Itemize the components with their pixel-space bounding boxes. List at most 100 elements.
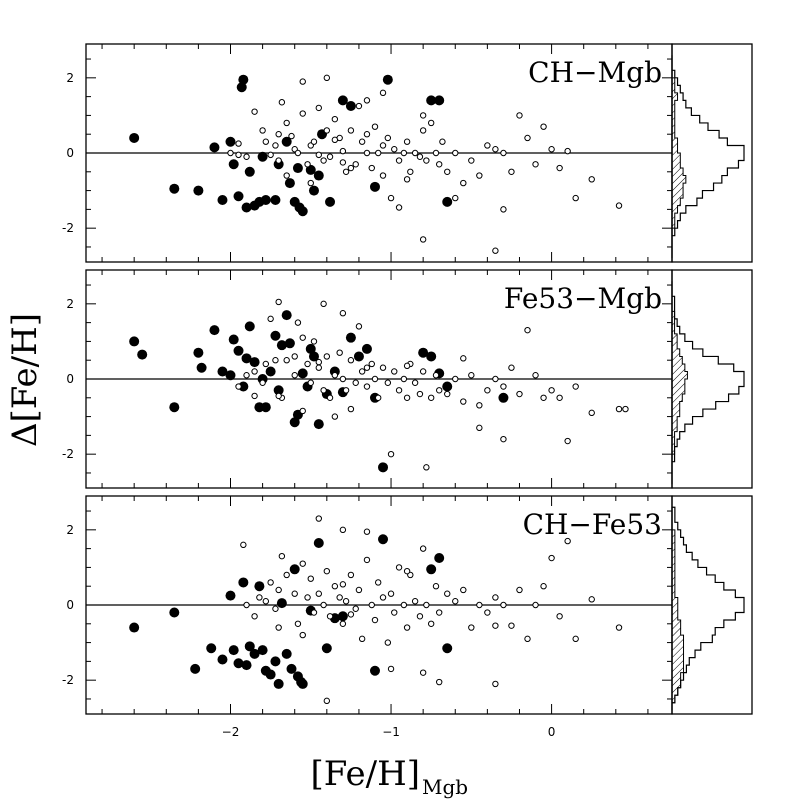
point-open xyxy=(476,601,483,609)
y-axis-label: Δ[Fe/H] xyxy=(5,313,45,447)
point-filled xyxy=(238,577,249,588)
point-filled xyxy=(244,321,255,332)
point-filled xyxy=(442,196,453,207)
point-open xyxy=(423,464,430,471)
point-filled xyxy=(236,82,247,93)
y-tick-label: 0 xyxy=(66,372,74,386)
y-tick-label: 2 xyxy=(66,297,74,311)
point-open xyxy=(243,372,250,379)
point-filled xyxy=(345,101,356,112)
point-open xyxy=(484,142,491,149)
point-open xyxy=(622,405,629,413)
point-open xyxy=(339,375,347,383)
point-open xyxy=(524,635,531,643)
point-open xyxy=(304,161,311,168)
point-filled xyxy=(129,336,140,347)
point-open xyxy=(347,164,355,172)
point-open xyxy=(331,372,339,379)
point-open xyxy=(326,394,334,401)
point-open xyxy=(251,108,258,115)
point-open xyxy=(588,176,595,183)
point-filled xyxy=(337,611,348,622)
point-open xyxy=(267,151,274,159)
point-open xyxy=(508,364,515,371)
point-open xyxy=(342,168,350,175)
point-filled xyxy=(190,663,201,674)
point-filled xyxy=(260,402,271,413)
histogram-total xyxy=(671,55,745,259)
point-open xyxy=(423,157,430,164)
point-open xyxy=(315,515,322,522)
point-filled xyxy=(426,95,437,106)
point-open xyxy=(275,624,282,631)
point-filled xyxy=(238,74,249,85)
point-filled xyxy=(169,183,180,194)
x-axis-label: [Fe/H] Mgb xyxy=(311,754,469,799)
point-open xyxy=(484,609,491,616)
point-open xyxy=(251,392,258,400)
point-open xyxy=(540,583,547,590)
point-filled xyxy=(193,347,204,358)
point-open xyxy=(500,206,507,213)
point-filled xyxy=(217,366,228,377)
point-open xyxy=(299,560,306,567)
point-open xyxy=(310,609,318,616)
point-open xyxy=(227,149,234,157)
point-open xyxy=(331,115,339,123)
point-filled xyxy=(297,368,308,379)
point-open xyxy=(468,624,475,631)
point-open xyxy=(516,586,523,594)
point-open xyxy=(235,140,242,147)
point-filled xyxy=(254,581,265,592)
panels: -2 0 2 CH−Mgb -2 0 2 Fe53−Mgb -2 0 2 −2 −1 0 CH−Fe53 xyxy=(62,43,753,739)
point-open xyxy=(283,357,290,364)
point-open xyxy=(323,353,331,360)
point-open xyxy=(419,545,427,552)
x-tick-label: −2 xyxy=(222,725,240,739)
point-open xyxy=(379,172,387,179)
panel-title: CH−Mgb xyxy=(528,56,662,89)
point-open xyxy=(267,579,274,586)
point-open xyxy=(411,598,419,605)
point-open xyxy=(403,362,411,370)
point-filled xyxy=(313,170,324,181)
point-filled xyxy=(169,402,180,413)
point-open xyxy=(323,567,331,575)
point-filled xyxy=(305,164,316,175)
point-open xyxy=(331,583,339,590)
point-filled xyxy=(308,351,319,362)
point-open xyxy=(452,375,459,383)
point-open xyxy=(251,613,258,620)
point-open xyxy=(615,405,623,413)
point-open xyxy=(262,138,270,145)
point-open xyxy=(323,74,331,82)
point-open xyxy=(336,594,343,601)
point-open xyxy=(358,635,366,643)
point-open xyxy=(275,298,282,306)
point-filled xyxy=(209,325,220,336)
point-filled xyxy=(289,564,300,575)
point-open xyxy=(432,372,440,379)
point-filled xyxy=(241,202,252,213)
point-open xyxy=(384,639,392,646)
point-open xyxy=(307,179,314,187)
point-open xyxy=(484,387,491,394)
panel-1: -2 0 2 CH−Mgb xyxy=(62,43,753,263)
point-open xyxy=(363,528,371,535)
point-open xyxy=(310,338,318,345)
point-filled xyxy=(206,643,217,654)
point-open xyxy=(331,413,339,420)
histogram-frame xyxy=(671,495,753,715)
point-filled xyxy=(313,537,324,548)
point-open xyxy=(436,609,443,616)
point-open xyxy=(615,202,623,209)
point-open xyxy=(403,176,411,183)
point-filled xyxy=(305,343,316,354)
point-open xyxy=(336,349,343,356)
point-open xyxy=(262,360,270,368)
point-open xyxy=(278,552,286,560)
point-open xyxy=(403,138,411,145)
point-open xyxy=(556,613,563,620)
point-open xyxy=(347,571,355,579)
point-open xyxy=(355,323,363,330)
